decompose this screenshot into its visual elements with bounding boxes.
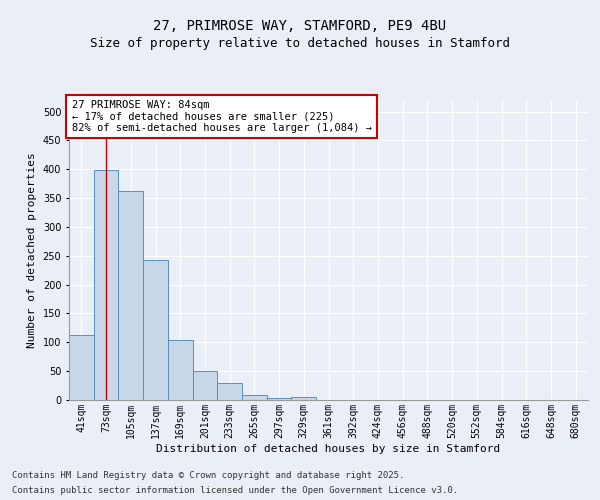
Bar (217, 382, 242, 400)
Text: 27 PRIMROSE WAY: 84sqm
← 17% of detached houses are smaller (225)
82% of semi-de: 27 PRIMROSE WAY: 84sqm ← 17% of detached… (71, 100, 371, 133)
Bar (69, 335, 94, 400)
Text: Size of property relative to detached houses in Stamford: Size of property relative to detached ho… (90, 37, 510, 50)
Bar (94, 170, 118, 400)
Bar (267, 398, 292, 400)
Bar (193, 371, 217, 400)
Bar (242, 395, 267, 400)
Text: 27, PRIMROSE WAY, STAMFORD, PE9 4BU: 27, PRIMROSE WAY, STAMFORD, PE9 4BU (154, 18, 446, 32)
Text: Contains HM Land Registry data © Crown copyright and database right 2025.: Contains HM Land Registry data © Crown c… (12, 471, 404, 480)
Text: Contains public sector information licensed under the Open Government Licence v3: Contains public sector information licen… (12, 486, 458, 495)
Bar (168, 340, 193, 400)
Bar (143, 260, 168, 400)
Bar (118, 190, 143, 400)
Bar (292, 396, 316, 400)
Y-axis label: Number of detached properties: Number of detached properties (27, 152, 37, 348)
X-axis label: Distribution of detached houses by size in Stamford: Distribution of detached houses by size … (157, 444, 500, 454)
